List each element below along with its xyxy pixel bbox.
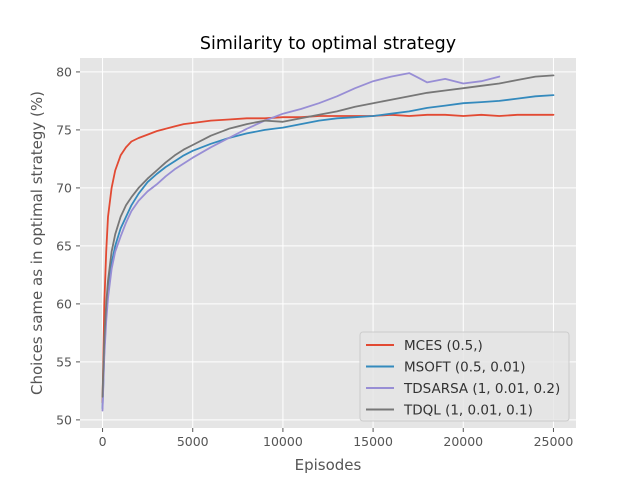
x-axis-label: Episodes <box>295 456 362 474</box>
y-axis-ticks: 50 55 60 65 70 75 80 <box>56 64 80 427</box>
y-tick-label: 55 <box>56 354 72 369</box>
legend-label-3: TDSARSA (1, 0.01, 0.2) <box>403 381 560 397</box>
y-tick-label: 50 <box>56 412 72 427</box>
x-tick-label: 10000 <box>263 434 303 449</box>
legend-label-4: TDQL (1, 0.01, 0.1) <box>403 403 533 419</box>
legend-box <box>359 331 570 422</box>
x-tick-label: 15000 <box>353 434 393 449</box>
y-tick-label: 80 <box>56 64 72 79</box>
x-tick-label: 5000 <box>177 434 209 449</box>
x-axis-ticks: 0 5000 10000 15000 20000 25000 <box>99 428 574 449</box>
y-tick-label: 75 <box>56 122 72 137</box>
y-tick-label: 60 <box>56 296 72 311</box>
x-tick-label: 25000 <box>534 434 574 449</box>
x-tick-label: 0 <box>99 434 107 449</box>
legend-items: MCES (0.5,) MSOFT (0.5, 0.01) TDSARSA (1, … <box>366 338 560 419</box>
legend-label-2: MSOFT (0.5, 0.01) <box>404 360 526 376</box>
legend: MCES (0.5,) MSOFT (0.5, 0.01) TDSARSA (1, … <box>359 331 570 422</box>
series-line-1 <box>101 113 555 404</box>
y-tick-label: 65 <box>56 238 72 253</box>
y-axis-label: Choices same as in optimal strategy (%) <box>28 91 46 395</box>
series-line-3 <box>101 72 501 412</box>
y-tick-label: 70 <box>56 180 72 195</box>
series-line-4 <box>101 74 555 398</box>
series-lines <box>101 72 555 412</box>
series-line-2 <box>101 94 555 410</box>
legend-label-1: MCES (0.5,) <box>404 338 483 354</box>
chart-title: Similarity to optimal strategy <box>200 34 456 54</box>
x-tick-label: 20000 <box>443 434 483 449</box>
